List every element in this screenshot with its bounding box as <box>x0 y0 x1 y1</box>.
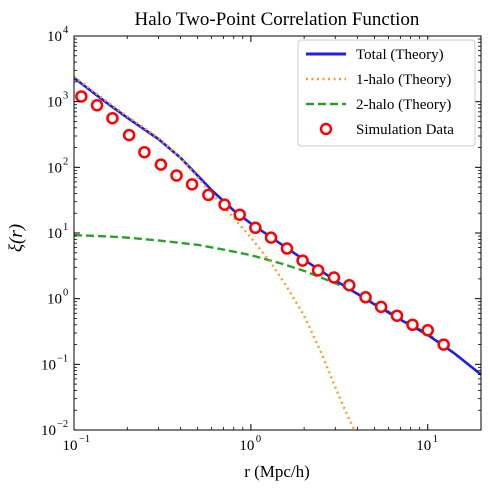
legend-label-2halo: 2-halo (Theory) <box>356 97 451 113</box>
y-tick-exponent: 1 <box>63 222 68 233</box>
simulation-point <box>107 113 117 123</box>
chart-title: Halo Two-Point Correlation Function <box>135 9 420 30</box>
y-tick-label: 10 <box>47 29 62 45</box>
y-axis-label: ξ(r) <box>6 224 27 252</box>
y-tick-exponent: −1 <box>57 353 68 364</box>
simulation-point <box>329 273 339 283</box>
legend: Total (Theory) 1-halo (Theory) 2-halo (T… <box>298 40 475 146</box>
simulation-point <box>203 190 213 200</box>
x-tick-label: 10 <box>63 438 78 454</box>
x-tick-label: 10 <box>416 438 431 454</box>
simulation-point <box>313 265 323 275</box>
simulation-point <box>408 320 418 330</box>
y-tick-label: 10 <box>47 226 62 242</box>
simulation-point <box>266 233 276 243</box>
x-tick-exponent: 1 <box>433 434 438 445</box>
series-line-2halo <box>74 235 481 374</box>
simulation-point <box>172 171 182 181</box>
simulation-point <box>250 223 260 233</box>
simulation-point <box>187 179 197 189</box>
x-axis-label: r (Mpc/h) <box>244 462 310 481</box>
legend-swatch-sim <box>321 124 331 134</box>
simulation-point <box>124 130 134 140</box>
simulation-point <box>156 160 166 170</box>
simulation-point <box>376 302 386 312</box>
legend-label-total: Total (Theory) <box>356 47 444 63</box>
simulation-point <box>423 325 433 335</box>
y-tick-label: 10 <box>41 423 56 439</box>
y-tick-exponent: 0 <box>63 288 68 299</box>
simulation-point <box>76 91 86 101</box>
x-tick-exponent: 0 <box>256 434 261 445</box>
y-tick-label: 10 <box>47 160 62 176</box>
simulation-point <box>298 256 308 266</box>
simulation-point <box>235 210 245 220</box>
y-tick-label: 10 <box>47 292 62 308</box>
simulation-point <box>344 280 354 290</box>
x-tick-exponent: −1 <box>79 434 90 445</box>
simulation-point <box>361 292 371 302</box>
simulation-point <box>392 311 402 321</box>
simulation-point <box>220 200 230 210</box>
y-tick-exponent: 2 <box>63 156 68 167</box>
x-tick-label: 10 <box>239 438 254 454</box>
simulation-point <box>92 100 102 110</box>
y-tick-label: 10 <box>41 357 56 373</box>
y-tick-exponent: 3 <box>63 91 68 102</box>
y-tick-exponent: 4 <box>63 25 69 36</box>
simulation-point <box>282 244 292 254</box>
simulation-point <box>439 340 449 350</box>
y-tick-exponent: −2 <box>57 419 68 430</box>
simulation-point <box>139 147 149 157</box>
y-tick-label: 10 <box>47 95 62 111</box>
legend-label-1halo: 1-halo (Theory) <box>356 72 451 88</box>
legend-label-sim: Simulation Data <box>356 122 454 138</box>
